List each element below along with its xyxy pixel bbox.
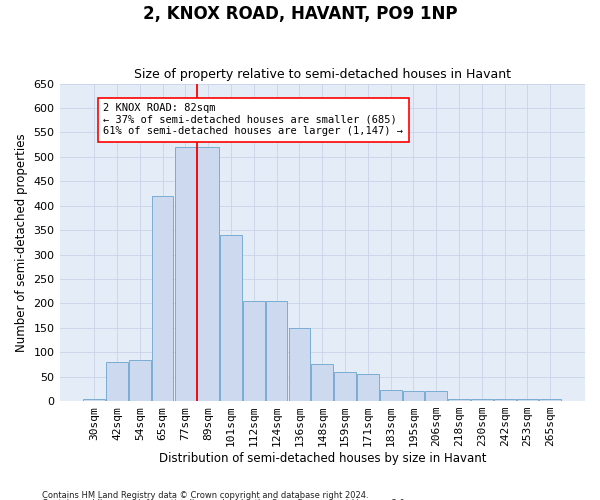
Bar bbox=[243, 301, 265, 401]
Bar bbox=[311, 364, 333, 401]
Bar bbox=[197, 147, 219, 401]
Bar bbox=[425, 392, 447, 401]
Bar bbox=[471, 398, 493, 401]
Bar bbox=[357, 374, 379, 401]
Y-axis label: Number of semi-detached properties: Number of semi-detached properties bbox=[15, 133, 28, 352]
Bar bbox=[106, 362, 128, 401]
Bar bbox=[266, 301, 287, 401]
Bar bbox=[403, 392, 424, 401]
Bar bbox=[334, 372, 356, 401]
Bar bbox=[152, 196, 173, 401]
Bar bbox=[494, 398, 515, 401]
Text: Contains public sector information licensed under the Open Government Licence v3: Contains public sector information licen… bbox=[42, 499, 407, 500]
Bar bbox=[517, 398, 538, 401]
Text: 2, KNOX ROAD, HAVANT, PO9 1NP: 2, KNOX ROAD, HAVANT, PO9 1NP bbox=[143, 5, 457, 23]
Bar bbox=[289, 328, 310, 401]
Bar bbox=[448, 398, 470, 401]
Bar bbox=[380, 390, 401, 401]
X-axis label: Distribution of semi-detached houses by size in Havant: Distribution of semi-detached houses by … bbox=[158, 452, 486, 465]
Bar bbox=[220, 235, 242, 401]
Text: Contains HM Land Registry data © Crown copyright and database right 2024.: Contains HM Land Registry data © Crown c… bbox=[42, 490, 368, 500]
Bar bbox=[175, 147, 196, 401]
Bar bbox=[83, 398, 105, 401]
Title: Size of property relative to semi-detached houses in Havant: Size of property relative to semi-detach… bbox=[134, 68, 511, 81]
Bar bbox=[539, 398, 561, 401]
Bar bbox=[129, 360, 151, 401]
Text: 2 KNOX ROAD: 82sqm
← 37% of semi-detached houses are smaller (685)
61% of semi-d: 2 KNOX ROAD: 82sqm ← 37% of semi-detache… bbox=[103, 103, 403, 136]
